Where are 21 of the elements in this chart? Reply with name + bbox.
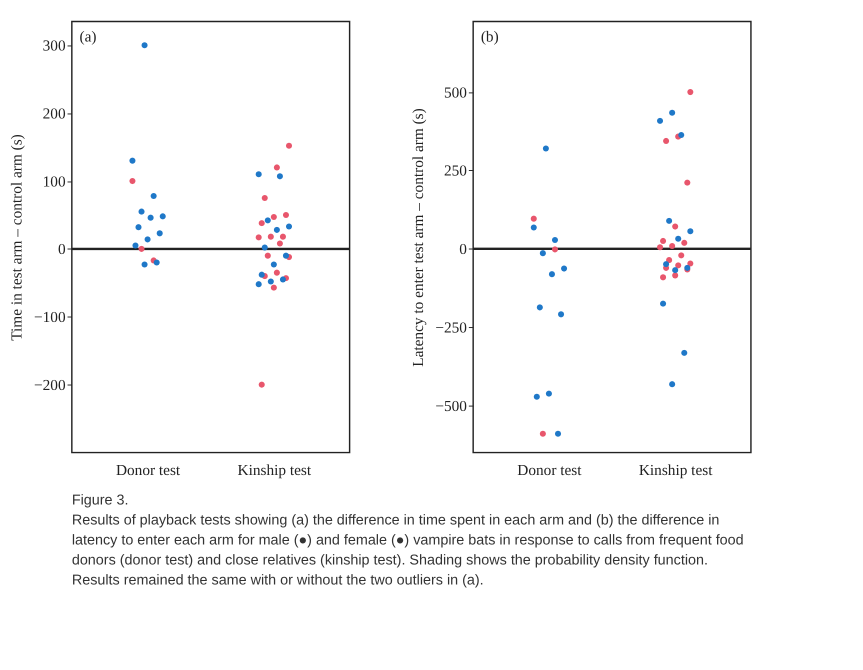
y-tick-label: −250 xyxy=(435,319,468,336)
chart-title: (a) xyxy=(80,28,96,46)
y-tick-label: −100 xyxy=(34,309,66,326)
y-tick-label: −200 xyxy=(34,376,66,394)
y-tick-label: −500 xyxy=(435,398,468,415)
caption: Figure 3. xyxy=(72,492,129,508)
y-tick-label: 500 xyxy=(444,84,468,102)
y-tick-label: 0 xyxy=(459,241,468,258)
x-tick-label: Kinship test xyxy=(238,462,312,480)
text: Results of playback tests showing (a) the difference in time spent in each arm and (b) the difference in latency to enter each arm for male (●) and female (●) vampire bats in response to calls from frequent food donors (donor test) and close relatives (kinship test). Shading shows the probability density function. Results remained the same with or without the two outliers in (a). xyxy=(72,512,744,589)
x-tick-label: Donor test xyxy=(517,462,582,480)
x-tick-label: Donor test xyxy=(116,462,181,480)
y-tick-label: 100 xyxy=(42,173,66,190)
y-axis-title: Time in test arm – control arm (s) xyxy=(8,134,26,341)
y-tick-label: 200 xyxy=(42,105,66,122)
chart-title: (b) xyxy=(480,28,499,46)
y-axis-title: Latency to enter test arm – control arm (s) xyxy=(410,108,427,367)
y-tick-label: 0 xyxy=(58,241,66,258)
y-tick-label: 300 xyxy=(42,38,66,55)
y-tick-label: 250 xyxy=(444,162,468,180)
x-tick-label: Kinship test xyxy=(638,462,714,480)
